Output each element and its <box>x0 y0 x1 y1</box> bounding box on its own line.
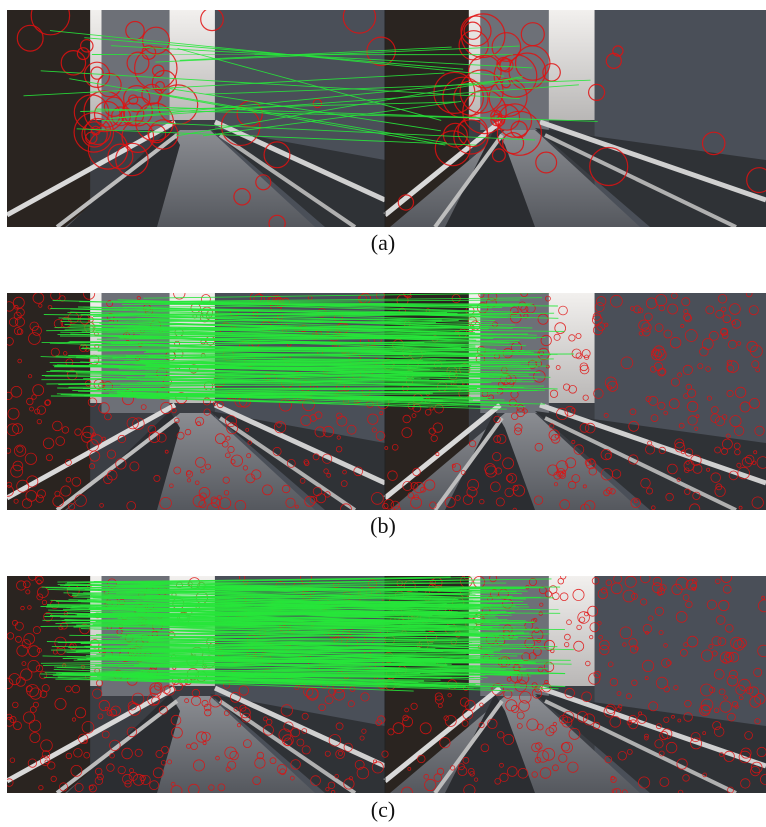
photo-panel <box>2 572 766 798</box>
figure: (a) (b) (c) <box>0 0 766 827</box>
caption: (c) <box>371 797 395 822</box>
caption: (a) <box>371 230 395 255</box>
caption: (b) <box>370 513 396 538</box>
photo-panel <box>3 288 766 515</box>
photo-panel <box>7 0 766 231</box>
match-line <box>138 583 506 584</box>
match-line <box>41 379 407 380</box>
